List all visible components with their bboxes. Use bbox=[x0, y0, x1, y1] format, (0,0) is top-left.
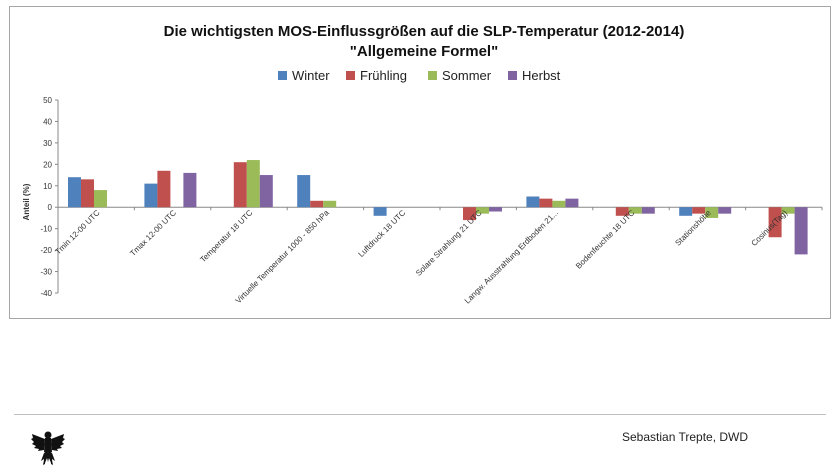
bar-9-1 bbox=[768, 207, 782, 238]
bar-6-0 bbox=[526, 196, 540, 208]
chart: Die wichtigsten MOS-Einflussgrößen auf d… bbox=[22, 23, 823, 306]
x-tick-label-6: Langw. Ausstrahlung Erdboden 21... bbox=[463, 208, 560, 305]
y-tick-label-9: -40 bbox=[40, 289, 52, 298]
y-tick-label-1: 40 bbox=[43, 117, 52, 126]
bar-6-2 bbox=[552, 200, 566, 208]
chart-title: Die wichtigsten MOS-Einflussgrößen auf d… bbox=[164, 23, 685, 40]
bar-5-3 bbox=[489, 207, 502, 212]
bar-1-1 bbox=[157, 170, 171, 208]
bar-2-3 bbox=[259, 175, 273, 208]
legend-swatch-1 bbox=[346, 71, 355, 80]
x-tick-label-5: Solare Strahlung 21 UTC bbox=[414, 208, 484, 278]
legend-swatch-2 bbox=[428, 71, 437, 80]
footer-divider bbox=[14, 414, 826, 415]
x-tick-label-2: Temperatur 18 UTC bbox=[198, 208, 254, 264]
bar-4-0 bbox=[373, 207, 387, 216]
legend-swatch-0 bbox=[278, 71, 287, 80]
bar-8-2 bbox=[705, 207, 719, 218]
y-tick-label-2: 30 bbox=[43, 139, 52, 148]
y-tick-label-8: -30 bbox=[40, 268, 52, 277]
bar-8-0 bbox=[679, 207, 693, 216]
bar-6-1 bbox=[539, 198, 553, 208]
author-credit: Sebastian Trepte, DWD bbox=[622, 430, 749, 444]
legend-label-2: Sommer bbox=[442, 68, 492, 83]
legend: Winter Frühling Sommer Herbst bbox=[278, 68, 561, 83]
bar-0-1 bbox=[81, 179, 94, 208]
y-tick-label-3: 20 bbox=[43, 160, 52, 169]
bar-0-0 bbox=[68, 177, 81, 208]
bar-1-3 bbox=[183, 172, 197, 208]
bar-0-2 bbox=[94, 190, 107, 208]
bar-9-3 bbox=[794, 207, 808, 255]
chart-subtitle: "Allgemeine Formel" bbox=[350, 43, 498, 60]
bar-2-1 bbox=[233, 162, 247, 208]
bar-5-2 bbox=[476, 207, 489, 214]
bar-9-2 bbox=[781, 207, 795, 214]
x-tick-label-3: Virtuelle Temperatur 1000 - 850 hPa bbox=[234, 208, 331, 305]
chart-frame: Die wichtigsten MOS-Einflussgrößen auf d… bbox=[9, 6, 831, 319]
x-tick-labels: Tmin 12-00 UTC Tmax 12-00 UTC Temperatur 1… bbox=[53, 208, 789, 306]
legend-swatch-3 bbox=[508, 71, 517, 80]
bar-5-1 bbox=[463, 207, 476, 221]
bar-7-3 bbox=[641, 207, 655, 214]
federal-eagle-icon bbox=[31, 431, 65, 465]
bar-6-3 bbox=[565, 198, 579, 208]
bar-3-0 bbox=[297, 175, 311, 208]
bar-8-3 bbox=[718, 207, 732, 214]
y-tick-label-7: -20 bbox=[40, 246, 52, 255]
bar-2-2 bbox=[246, 160, 260, 208]
legend-label-1: Frühling bbox=[360, 68, 407, 83]
y-tick-label-6: -10 bbox=[40, 225, 52, 234]
bar-7-1 bbox=[615, 207, 629, 216]
y-axis-label: Anteil (%) bbox=[22, 183, 31, 220]
bar-7-2 bbox=[628, 207, 642, 214]
legend-label-0: Winter bbox=[292, 68, 330, 83]
y-tick-label-4: 10 bbox=[43, 182, 52, 191]
x-tick-label-1: Tmax 12-00 UTC bbox=[128, 208, 178, 258]
x-tick-label-7: Bodenfeuchte 18 UTC bbox=[574, 208, 636, 270]
bars bbox=[68, 160, 808, 255]
bar-8-1 bbox=[692, 207, 706, 214]
legend-label-3: Herbst bbox=[522, 68, 561, 83]
bar-3-2 bbox=[323, 200, 337, 208]
x-tick-label-0: Tmin 12-00 UTC bbox=[53, 208, 101, 256]
y-tick-label-0: 50 bbox=[43, 96, 52, 105]
bar-1-0 bbox=[144, 183, 158, 208]
y-tick-label-5: 0 bbox=[48, 203, 53, 212]
bar-3-1 bbox=[310, 200, 324, 208]
